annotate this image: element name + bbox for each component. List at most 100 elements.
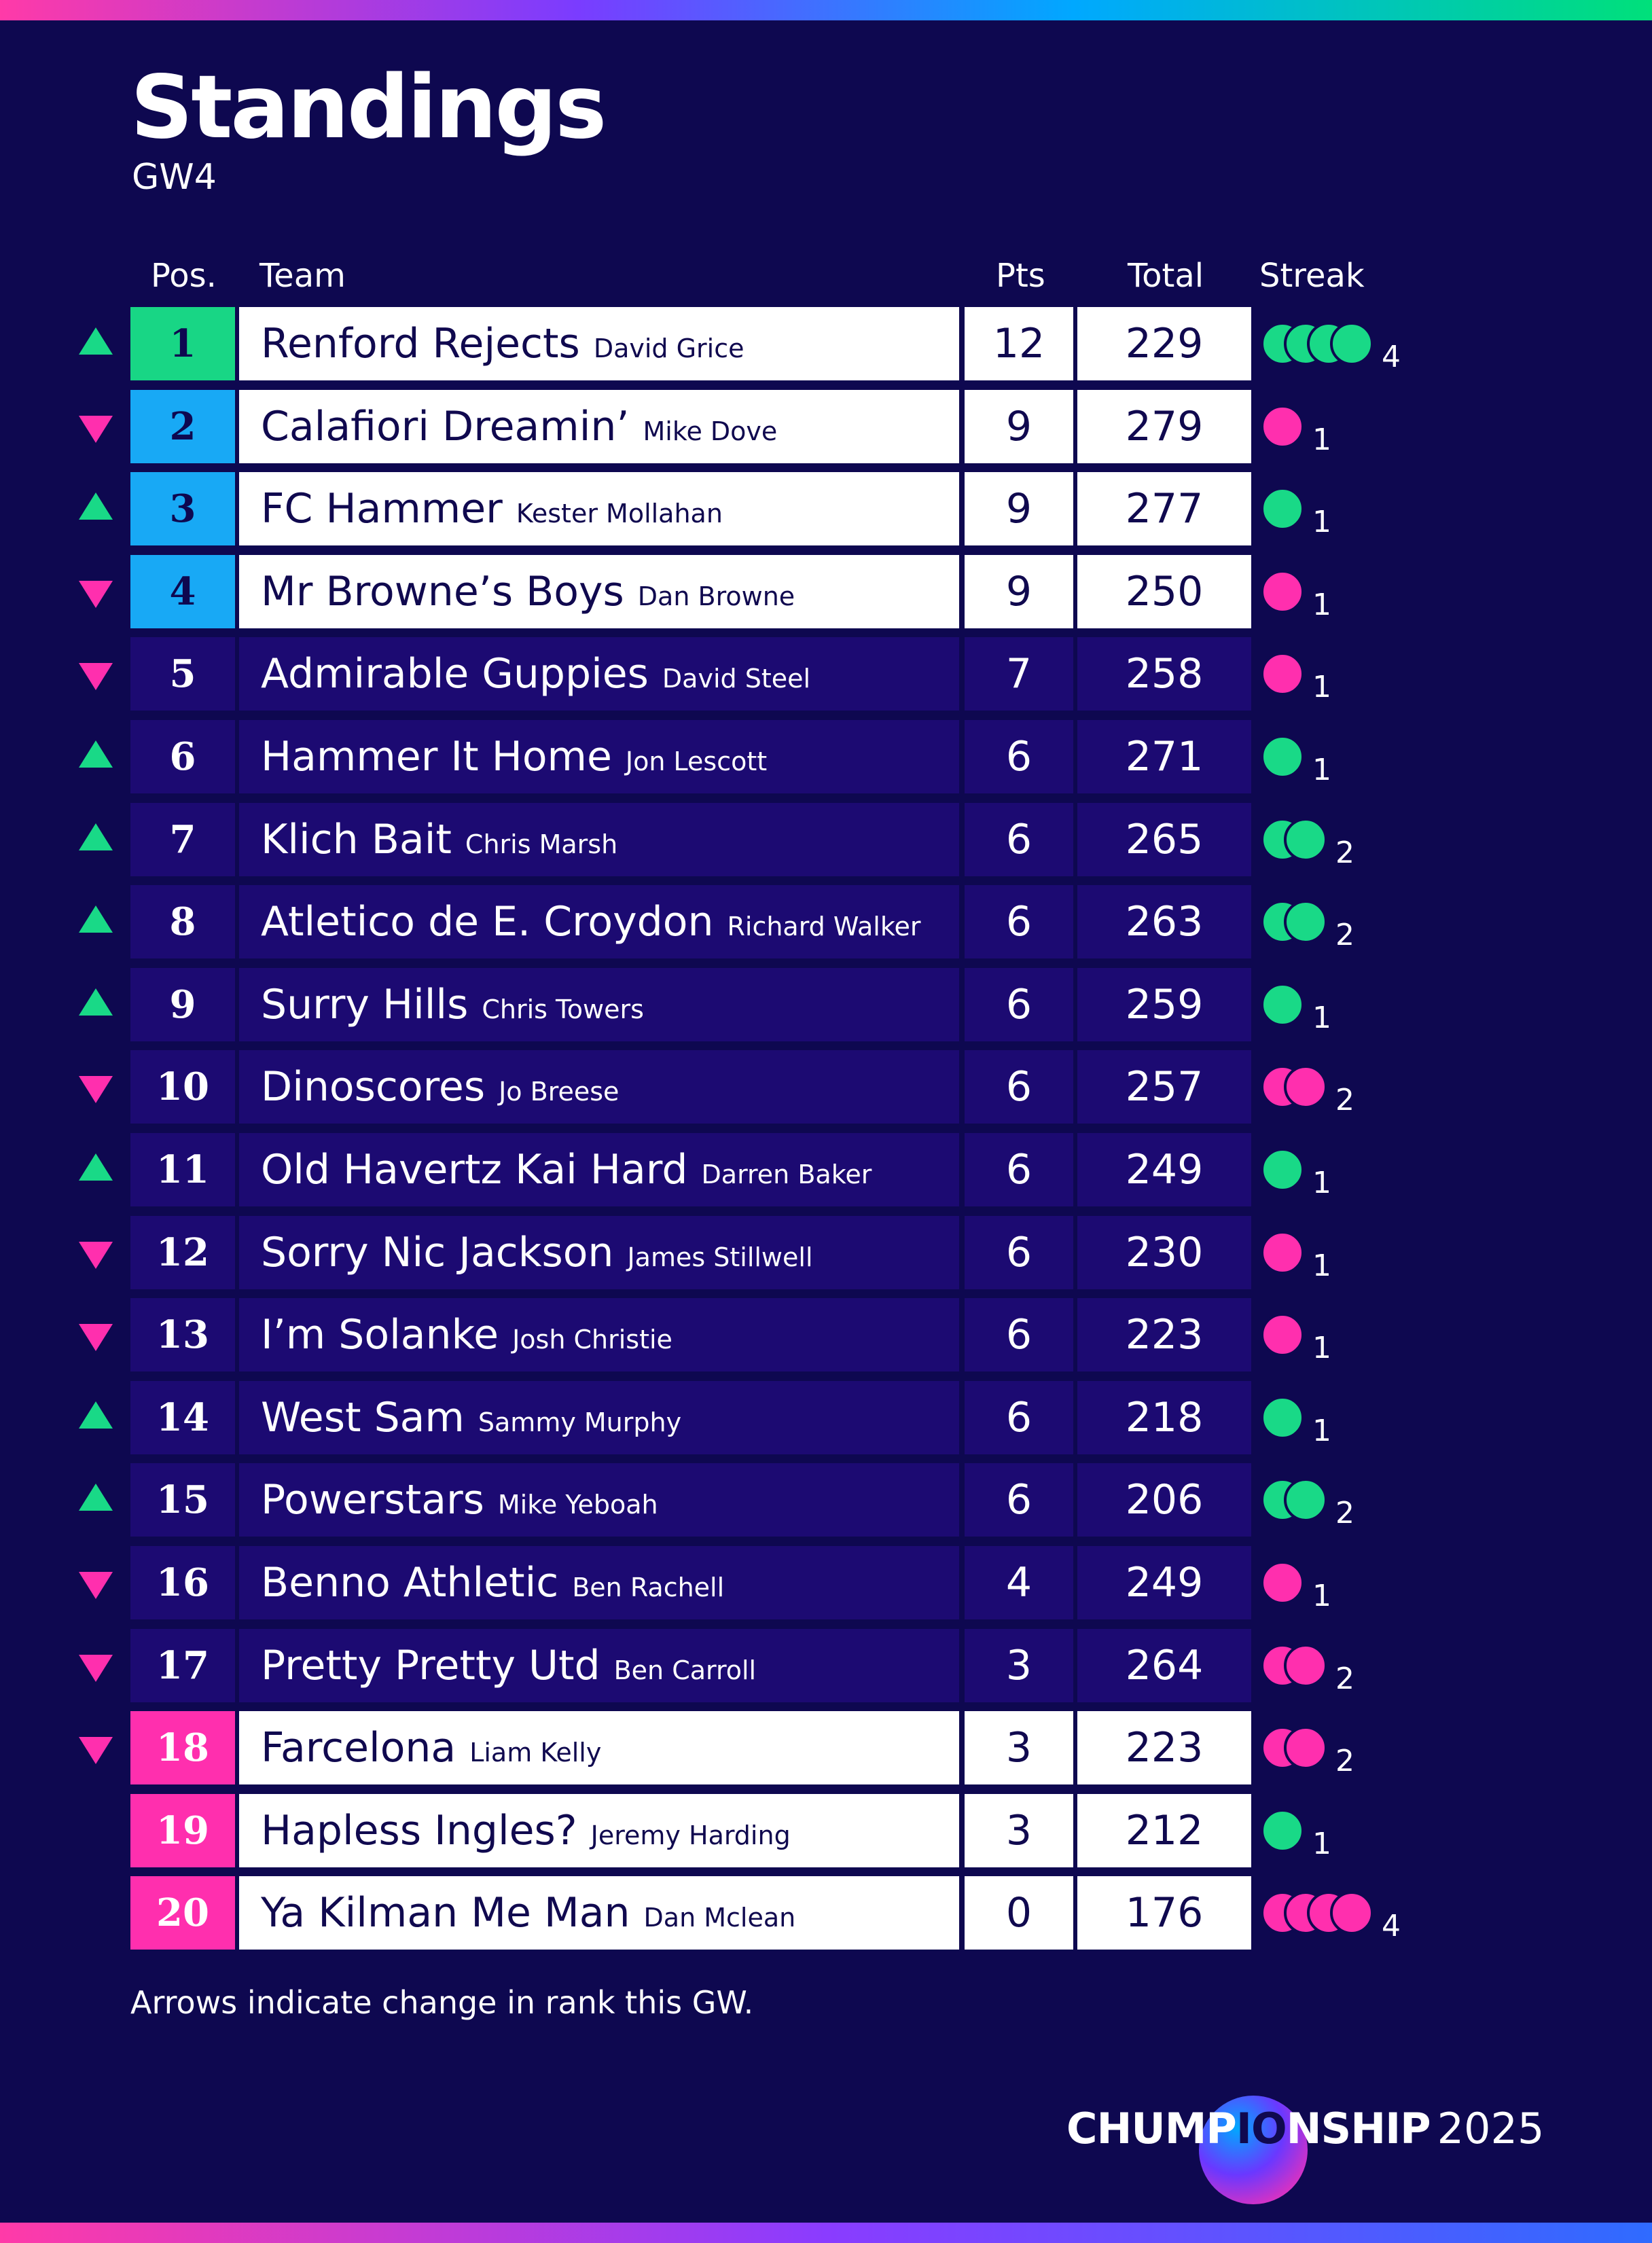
rank-up-arrow-icon <box>79 492 113 520</box>
points-cell: 6 <box>965 885 1073 959</box>
team-cell: Hapless Ingles? Jeremy Harding <box>239 1793 959 1867</box>
team-name: Admirable Guppies <box>261 650 649 698</box>
table-row: 20 Ya Kilman Me Man Dan Mclean 0 176 4 <box>0 1876 1652 1950</box>
team-cell: Admirable Guppies David Steel <box>239 637 959 711</box>
team-cell: Powerstars Mike Yeboah <box>239 1463 959 1537</box>
total-cell: 212 <box>1077 1793 1251 1867</box>
team-name: Benno Athletic <box>261 1559 559 1607</box>
points-cell: 7 <box>965 637 1073 711</box>
table-row: 5 Admirable Guppies David Steel 7 258 1 <box>0 637 1652 711</box>
streak-count: 1 <box>1312 422 1331 457</box>
bottom-gradient-bar <box>0 2223 1652 2243</box>
streak-loss-dot-icon <box>1284 1726 1327 1770</box>
position-cell: 20 <box>130 1876 235 1950</box>
rank-up-arrow-icon <box>79 823 113 850</box>
table-row: 15 Powerstars Mike Yeboah 6 206 2 <box>0 1463 1652 1537</box>
table-row: 2 Calafiori Dreamin’ Mike Dove 9 279 1 <box>0 389 1652 463</box>
footnote: Arrows indicate change in rank this GW. <box>130 1984 754 2021</box>
streak-loss-dot-icon <box>1330 1891 1373 1935</box>
streak-count: 2 <box>1335 1661 1354 1696</box>
total-cell: 258 <box>1077 637 1251 711</box>
total-cell: 249 <box>1077 1133 1251 1206</box>
table-row: 3 FC Hammer Kester Mollahan 9 277 1 <box>0 472 1652 546</box>
rank-up-arrow-icon <box>79 740 113 768</box>
streak-win-dot-icon <box>1261 1808 1304 1852</box>
team-name: Old Havertz Kai Hard <box>261 1146 688 1194</box>
rank-down-arrow-icon <box>79 663 113 691</box>
streak-count: 2 <box>1335 1083 1354 1118</box>
points-cell: 9 <box>965 554 1073 628</box>
position-cell: 19 <box>130 1793 235 1867</box>
team-cell: Farcelona Liam Kelly <box>239 1711 959 1785</box>
position-cell: 9 <box>130 967 235 1041</box>
streak-count: 1 <box>1312 1331 1331 1366</box>
points-cell: 4 <box>965 1546 1073 1619</box>
team-name: Mr Browne’s Boys <box>261 567 624 615</box>
streak-count: 1 <box>1312 1826 1331 1861</box>
team-cell: Ya Kilman Me Man Dan Mclean <box>239 1876 959 1950</box>
manager-name: Sammy Murphy <box>478 1407 682 1437</box>
streak-count: 1 <box>1312 1413 1331 1448</box>
team-name: Sorry Nic Jackson <box>261 1228 614 1276</box>
brand-word-pre: CHUMP <box>1066 2104 1237 2153</box>
manager-name: Jo Breese <box>499 1077 620 1107</box>
team-cell: Old Havertz Kai Hard Darren Baker <box>239 1133 959 1206</box>
manager-name: Ben Carroll <box>613 1655 757 1685</box>
team-name: West Sam <box>261 1393 465 1441</box>
manager-name: David Steel <box>662 664 811 694</box>
rank-down-arrow-icon <box>79 415 113 443</box>
position-cell: 12 <box>130 1215 235 1289</box>
manager-name: Jeremy Harding <box>590 1820 791 1850</box>
team-cell: Benno Athletic Ben Rachell <box>239 1546 959 1619</box>
total-cell: 223 <box>1077 1711 1251 1785</box>
streak-win-dot-icon <box>1284 1478 1327 1522</box>
table-row: 7 Klich Bait Chris Marsh 6 265 2 <box>0 802 1652 876</box>
team-cell: Mr Browne’s Boys Dan Browne <box>239 554 959 628</box>
team-name: Atletico de E. Croydon <box>261 898 714 946</box>
streak-count: 2 <box>1335 1496 1354 1531</box>
team-name: Hapless Ingles? <box>261 1806 577 1854</box>
streak-win-dot-icon <box>1261 1395 1304 1439</box>
table-row: 14 West Sam Sammy Murphy 6 218 1 <box>0 1380 1652 1454</box>
table-row: 11 Old Havertz Kai Hard Darren Baker 6 24… <box>0 1133 1652 1206</box>
points-cell: 6 <box>965 720 1073 793</box>
table-row: 16 Benno Athletic Ben Rachell 4 249 1 <box>0 1546 1652 1619</box>
brand-logo: CHUMPIONSHIP 2025 <box>1066 2096 1544 2204</box>
team-cell: West Sam Sammy Murphy <box>239 1380 959 1454</box>
manager-name: Kester Mollahan <box>516 499 723 529</box>
column-header-total: Total <box>1128 257 1204 295</box>
team-name: Dinoscores <box>261 1063 486 1111</box>
streak-loss-dot-icon <box>1261 1561 1304 1604</box>
total-cell: 249 <box>1077 1546 1251 1619</box>
streak-win-dot-icon <box>1284 817 1327 861</box>
total-cell: 279 <box>1077 389 1251 463</box>
rank-down-arrow-icon <box>79 1324 113 1352</box>
streak-win-dot-icon <box>1261 1148 1304 1191</box>
rank-down-arrow-icon <box>79 1737 113 1765</box>
position-cell: 16 <box>130 1546 235 1619</box>
manager-name: Richard Walker <box>727 912 921 942</box>
position-cell: 10 <box>130 1050 235 1124</box>
team-name: FC Hammer <box>261 485 503 533</box>
manager-name: Darren Baker <box>701 1160 872 1189</box>
total-cell: 250 <box>1077 554 1251 628</box>
points-cell: 6 <box>965 1380 1073 1454</box>
manager-name: Josh Christie <box>512 1325 672 1355</box>
streak-loss-dot-icon <box>1261 404 1304 448</box>
team-name: Renford Rejects <box>261 320 580 367</box>
column-header-team: Team <box>259 257 346 295</box>
position-cell: 5 <box>130 637 235 711</box>
position-cell: 6 <box>130 720 235 793</box>
total-cell: 230 <box>1077 1215 1251 1289</box>
rank-down-arrow-icon <box>79 1241 113 1269</box>
table-row: 4 Mr Browne’s Boys Dan Browne 9 250 1 <box>0 554 1652 628</box>
rank-up-arrow-icon <box>79 327 113 355</box>
team-cell: Dinoscores Jo Breese <box>239 1050 959 1124</box>
table-row: 9 Surry Hills Chris Towers 6 259 1 <box>0 967 1652 1041</box>
streak-count: 1 <box>1312 1000 1331 1035</box>
streak-loss-dot-icon <box>1261 1313 1304 1357</box>
points-cell: 6 <box>965 1463 1073 1537</box>
team-cell: Atletico de E. Croydon Richard Walker <box>239 885 959 959</box>
position-cell: 2 <box>130 389 235 463</box>
streak-win-dot-icon <box>1330 322 1373 365</box>
